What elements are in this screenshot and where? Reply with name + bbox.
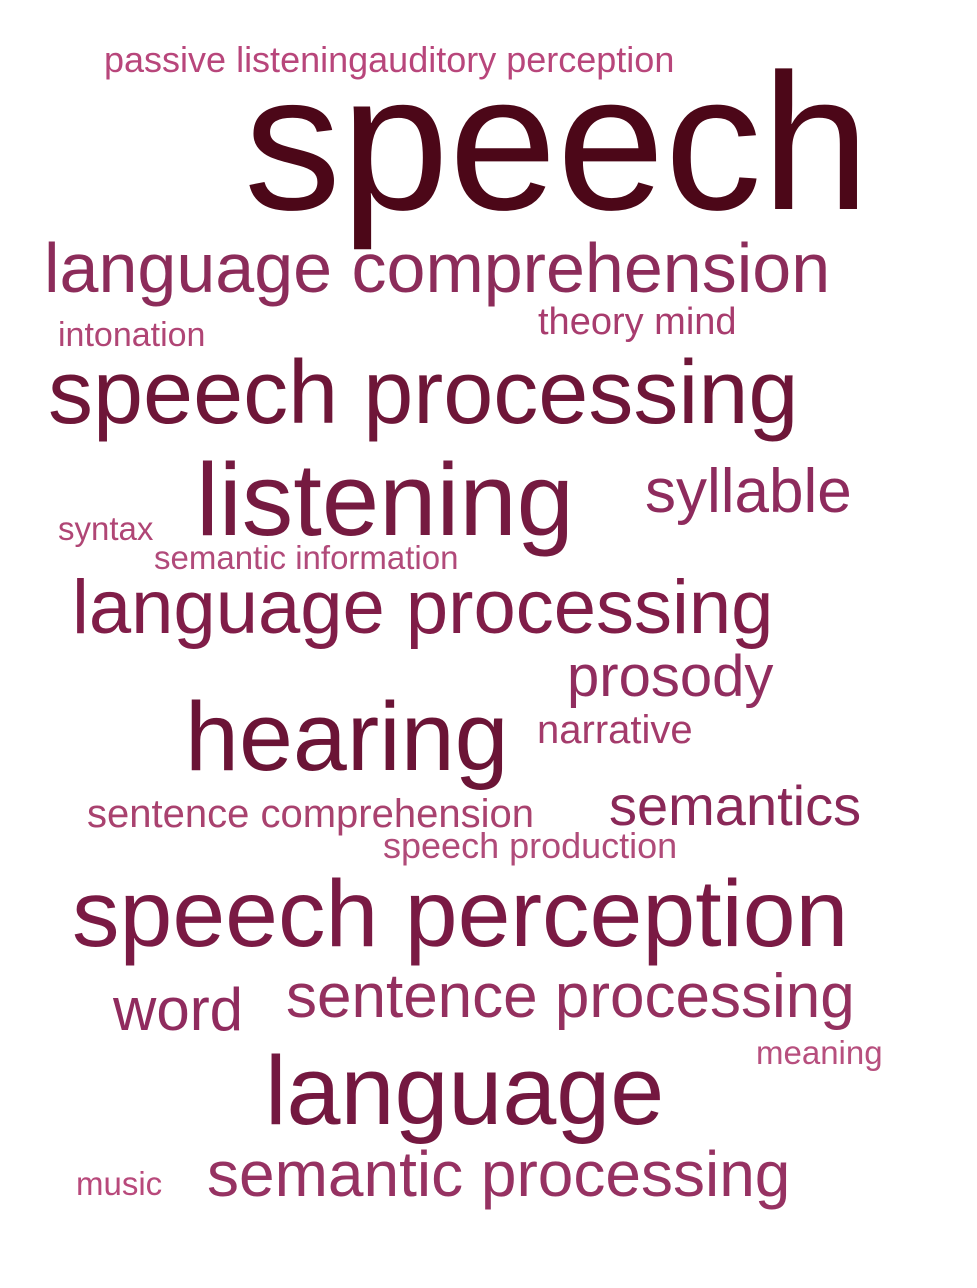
word-semantic-information: semantic information	[154, 539, 459, 576]
word-intonation: intonation	[58, 316, 206, 354]
word-listening: listening	[196, 442, 574, 557]
word-music: music	[76, 1165, 163, 1202]
word-semantic-processing: semantic processing	[207, 1138, 791, 1210]
word-syllable: syllable	[645, 457, 852, 526]
word-speech-processing: speech processing	[48, 343, 799, 443]
word-hearing: hearing	[185, 682, 509, 791]
word-prosody: prosody	[567, 644, 774, 709]
word-sentence-comprehension: sentence comprehension	[87, 792, 534, 836]
word-language-processing: language processing	[72, 565, 774, 650]
word-passive-listening-auditory-perception: passive listeningauditory perception	[104, 39, 675, 80]
word-speech: speech	[244, 34, 870, 251]
word-sentence-processing: sentence processing	[286, 962, 855, 1031]
word-language: language	[265, 1036, 665, 1145]
word-narrative: narrative	[537, 708, 693, 752]
word-syntax: syntax	[58, 510, 154, 547]
word-semantics: semantics	[609, 774, 862, 837]
word-speech-production: speech production	[383, 825, 678, 866]
word-speech-perception: speech perception	[72, 861, 849, 967]
word-theory-mind: theory mind	[538, 301, 737, 343]
word-meaning: meaning	[756, 1034, 883, 1071]
word-language-comprehension: language comprehension	[44, 229, 831, 307]
word-word: word	[113, 976, 244, 1043]
